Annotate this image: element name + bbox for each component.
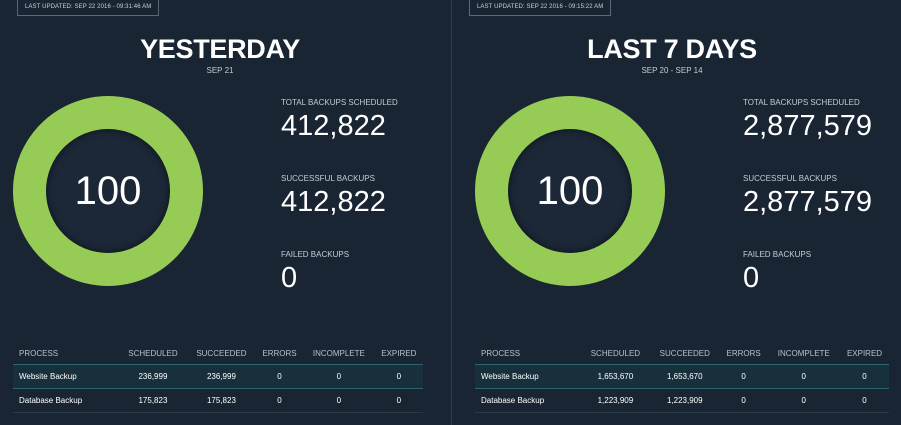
cell-scheduled: 175,823 [119, 388, 187, 413]
table-row[interactable]: Website Backup 236,999 236,999 0 0 0 [13, 364, 423, 389]
cell-errors: 0 [719, 388, 768, 413]
success-rate-ring: 100 [13, 96, 203, 286]
failed-backups-value: 0 [281, 262, 298, 294]
panel-date-range: SEP 21 [206, 66, 234, 75]
column-header-expired: EXPIRED [846, 348, 883, 358]
cell-process: Website Backup [475, 364, 581, 389]
successful-backups-label: SUCCESSFUL BACKUPS [743, 174, 837, 183]
panel-title: LAST 7 DAYS [587, 34, 757, 64]
total-backups-label: TOTAL BACKUPS SCHEDULED [281, 98, 398, 107]
column-header-incomplete: INCOMPLETE [777, 348, 830, 358]
successful-backups-label: SUCCESSFUL BACKUPS [281, 174, 375, 183]
column-header-incomplete: INCOMPLETE [312, 348, 365, 358]
table-row[interactable]: Database Backup 1,223,909 1,223,909 0 0 … [475, 388, 889, 413]
last-updated-badge: LAST UPDATED: SEP 22 2016 - 09:31:46 AM [17, 0, 160, 16]
cell-incomplete: 0 [303, 388, 375, 413]
column-header-errors: ERRORS [726, 348, 761, 358]
cell-process: Website Backup [13, 364, 119, 389]
table-row[interactable]: Website Backup 1,653,670 1,653,670 0 0 0 [475, 364, 889, 389]
failed-backups-label: FAILED BACKUPS [743, 250, 812, 259]
cell-expired: 0 [374, 364, 423, 389]
process-table: PROCESS SCHEDULED SUCCEEDED ERRORS INCOM… [13, 342, 423, 413]
cell-errors: 0 [255, 364, 304, 389]
column-header-scheduled: SCHEDULED [128, 348, 178, 358]
table-row[interactable]: Database Backup 175,823 175,823 0 0 0 [13, 388, 423, 413]
column-header-succeeded: SUCCEEDED [659, 348, 710, 358]
cell-errors: 0 [719, 364, 768, 389]
total-backups-label: TOTAL BACKUPS SCHEDULED [743, 98, 860, 107]
cell-expired: 0 [840, 388, 889, 413]
cell-incomplete: 0 [767, 388, 841, 413]
cell-scheduled: 1,653,670 [581, 364, 650, 389]
success-rate-ring-center: 100 [46, 129, 170, 253]
panel-last-7-days: LAST UPDATED: SEP 22 2016 - 09:15:22 AM … [452, 0, 901, 425]
cell-process: Database Backup [13, 388, 119, 413]
cell-incomplete: 0 [767, 364, 841, 389]
panel-title: YESTERDAY [140, 34, 300, 64]
failed-backups-label: FAILED BACKUPS [281, 250, 350, 259]
success-rate-value: 100 [536, 169, 604, 213]
cell-succeeded: 175,823 [186, 388, 256, 413]
cell-incomplete: 0 [303, 364, 375, 389]
cell-scheduled: 1,223,909 [581, 388, 650, 413]
column-header-expired: EXPIRED [381, 348, 417, 358]
panel-date-range: SEP 20 - SEP 14 [641, 66, 703, 75]
success-rate-ring-center: 100 [508, 129, 632, 253]
cell-expired: 0 [374, 388, 423, 413]
cell-errors: 0 [255, 388, 304, 413]
success-rate-ring: 100 [475, 96, 665, 286]
panel-yesterday: LAST UPDATED: SEP 22 2016 - 09:31:46 AM … [13, 0, 423, 413]
column-header-process: PROCESS [481, 348, 521, 358]
process-table: PROCESS SCHEDULED SUCCEEDED ERRORS INCOM… [475, 342, 889, 413]
column-header-scheduled: SCHEDULED [590, 348, 641, 358]
column-header-process: PROCESS [19, 348, 59, 358]
cell-succeeded: 236,999 [186, 364, 256, 389]
cell-scheduled: 236,999 [119, 364, 187, 389]
table-header-row: PROCESS SCHEDULED SUCCEEDED ERRORS INCOM… [475, 342, 889, 365]
total-backups-value: 412,822 [281, 110, 386, 142]
cell-expired: 0 [840, 364, 889, 389]
successful-backups-value: 2,877,579 [743, 186, 873, 218]
success-rate-value: 100 [74, 169, 142, 213]
cell-succeeded: 1,223,909 [649, 388, 720, 413]
failed-backups-value: 0 [743, 262, 760, 294]
panel-divider [451, 0, 452, 425]
total-backups-value: 2,877,579 [743, 110, 873, 142]
table-header-row: PROCESS SCHEDULED SUCCEEDED ERRORS INCOM… [13, 342, 423, 365]
column-header-succeeded: SUCCEEDED [196, 348, 247, 358]
cell-process: Database Backup [475, 388, 581, 413]
cell-succeeded: 1,653,670 [649, 364, 720, 389]
column-header-errors: ERRORS [262, 348, 297, 358]
successful-backups-value: 412,822 [281, 186, 386, 218]
last-updated-badge: LAST UPDATED: SEP 22 2016 - 09:15:22 AM [469, 0, 612, 16]
